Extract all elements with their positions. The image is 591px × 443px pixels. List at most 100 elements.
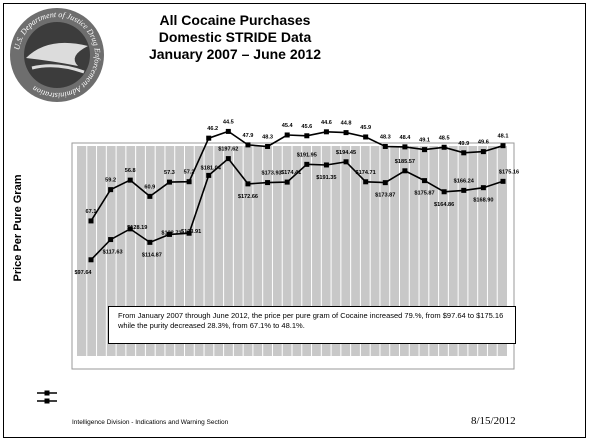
purity-data-label: 48.3	[262, 134, 273, 140]
purity-point	[363, 134, 369, 140]
purity-point	[422, 147, 428, 153]
title-line-3: January 2007 – June 2012	[148, 46, 321, 62]
summary-note: From January 2007 through June 2012, the…	[108, 306, 516, 344]
price-point	[186, 230, 192, 236]
purity-point	[166, 179, 172, 185]
purity-data-label: 59.2	[105, 178, 116, 184]
price-data-label: $175.87	[414, 191, 434, 197]
purity-data-label: 48.5	[439, 135, 450, 141]
purity-point	[382, 143, 388, 149]
price-data-label: $197.62	[218, 147, 238, 153]
price-data-label: $191.95	[297, 152, 317, 158]
price-data-label: $128.19	[127, 225, 147, 231]
price-series-line	[90, 157, 504, 261]
price-point	[284, 179, 290, 185]
price-point	[127, 226, 133, 232]
price-data-label: $168.90	[473, 198, 493, 204]
purity-data-label: 49.6	[478, 140, 489, 146]
purity-data-label: 56.8	[125, 168, 136, 174]
price-data-label: $174.41	[281, 170, 301, 176]
purity-data-label: 49.9	[458, 141, 469, 147]
price-data-label: $185.57	[395, 159, 415, 165]
purity-point	[284, 132, 290, 138]
price-point	[363, 179, 369, 185]
slide-frame	[3, 3, 586, 438]
price-point	[461, 187, 467, 193]
purity-point	[265, 143, 271, 149]
price-point	[343, 159, 349, 165]
price-point	[402, 168, 408, 174]
purity-data-label: 48.4	[399, 135, 411, 141]
purity-point	[343, 130, 349, 136]
price-data-label: $117.63	[103, 250, 123, 256]
price-point	[304, 161, 310, 167]
purity-data-label: 49.1	[419, 138, 430, 144]
legend-line-icon	[37, 390, 57, 404]
price-data-label: $173.93	[261, 171, 281, 177]
purity-point	[304, 133, 310, 139]
purity-point	[323, 129, 329, 135]
purity-point	[186, 179, 192, 185]
purity-point	[88, 218, 94, 224]
seal-wing-shape	[26, 42, 88, 66]
purity-point	[127, 177, 133, 183]
purity-data-label: 45.4	[282, 123, 294, 129]
purity-point	[245, 142, 251, 148]
price-point	[225, 156, 231, 162]
purity-point	[500, 143, 506, 149]
price-data-label: $123.91	[181, 229, 201, 235]
purity-data-label: 48.3	[380, 134, 391, 140]
price-data-label: $164.86	[434, 202, 454, 208]
purity-point	[147, 193, 153, 199]
purity-point	[480, 149, 486, 155]
purity-data-label: 45.9	[360, 125, 371, 131]
footer-section-name: Intelligence Division - Indications and …	[72, 419, 229, 426]
purity-point	[108, 187, 114, 193]
price-data-label: $194.45	[336, 150, 356, 156]
slide-title: All Cocaine Purchases Domestic STRIDE Da…	[110, 12, 360, 63]
price-data-label: $114.87	[142, 252, 162, 258]
purity-data-label: 44.8	[341, 121, 352, 127]
footer-date: 8/15/2012	[471, 415, 516, 427]
price-data-label: $122.72	[161, 230, 181, 236]
purity-data-label: 44.5	[223, 119, 234, 125]
price-data-label: $175.16	[499, 169, 519, 175]
dea-seal-logo: U.S. Department of Justice Drug Enforcem…	[10, 8, 104, 102]
price-point	[88, 257, 94, 263]
price-point	[323, 162, 329, 168]
purity-data-label: 48.1	[498, 134, 509, 140]
price-point	[382, 180, 388, 186]
purity-data-label: 46.2	[207, 126, 218, 132]
price-point	[206, 172, 212, 178]
price-data-label: $173.87	[375, 193, 395, 199]
price-data-label: $191.35	[316, 175, 336, 181]
purity-point	[461, 150, 467, 156]
price-data-label: $172.66	[238, 194, 258, 200]
price-data-label: $97.64	[74, 270, 92, 276]
price-point	[422, 178, 428, 184]
purity-data-label: 67.1	[86, 209, 97, 215]
purity-series-line	[90, 130, 504, 222]
price-point	[166, 231, 172, 237]
price-data-label: $166.24	[454, 178, 475, 184]
purity-point	[402, 144, 408, 150]
purity-point	[206, 135, 212, 141]
purity-data-label: 47.9	[243, 133, 254, 139]
price-data-label: $181.04	[201, 165, 222, 171]
title-line-1: All Cocaine Purchases	[159, 12, 311, 28]
purity-data-label: 57.3	[164, 170, 175, 176]
price-point	[265, 180, 271, 186]
purity-point	[225, 128, 231, 134]
purity-data-label: 45.6	[301, 124, 312, 130]
price-point	[500, 178, 506, 184]
price-point	[245, 181, 251, 187]
price-point	[441, 189, 447, 195]
purity-point	[441, 144, 447, 150]
title-line-2: Domestic STRIDE Data	[158, 29, 312, 45]
price-data-label: $174.71	[356, 170, 376, 176]
price-point	[108, 237, 114, 243]
purity-data-label: 57.2	[184, 170, 195, 176]
purity-data-label: 60.9	[144, 184, 155, 190]
price-point	[480, 185, 486, 191]
